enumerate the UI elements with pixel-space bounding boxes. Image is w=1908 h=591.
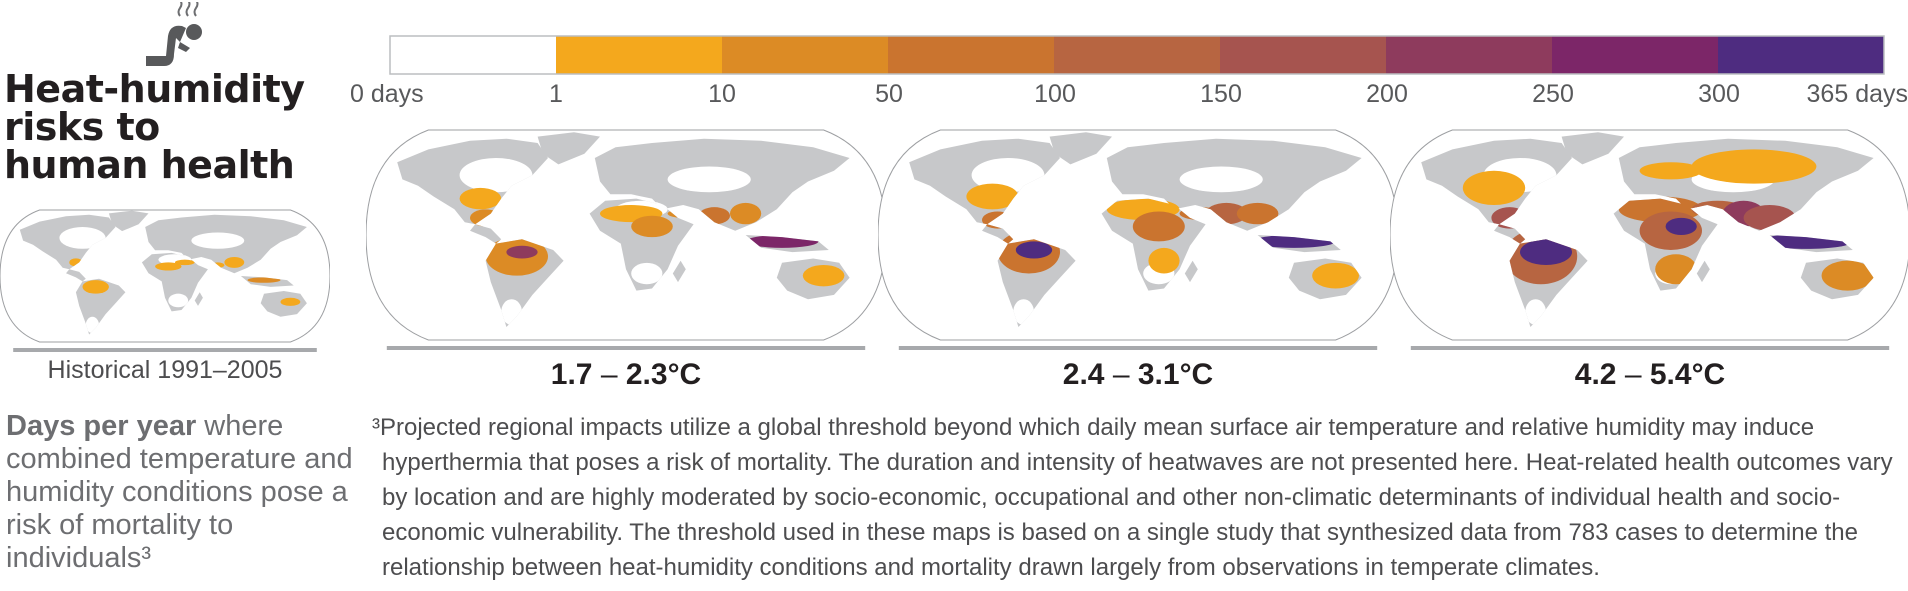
land-madagascar	[672, 260, 686, 283]
risk-area	[1132, 211, 1185, 242]
risk-area	[1148, 247, 1180, 274]
legend-colorbar	[389, 35, 1885, 75]
legend-tick-label: 300	[1698, 80, 1740, 108]
legend-swatch-1	[556, 36, 722, 74]
risk-area	[82, 280, 109, 294]
map-baseline	[13, 348, 317, 352]
risk-area	[1665, 217, 1697, 235]
legend-swatch-8	[1718, 36, 1884, 74]
warming-3-dash: –	[1624, 358, 1642, 391]
risk-area	[631, 215, 673, 238]
map-warming-2	[878, 129, 1398, 350]
risk-area	[966, 183, 1019, 210]
land-centralAmerica	[470, 224, 502, 244]
risk-area	[174, 259, 195, 266]
legend-tick-label: 365 days	[1806, 80, 1908, 108]
map-baseline	[898, 346, 1378, 350]
map-warming-2-label: 2.4 – 3.1°C	[903, 358, 1373, 392]
warming-3-low: 4.2	[1574, 358, 1617, 391]
risk-area	[506, 245, 538, 259]
map-baseline	[1410, 346, 1890, 350]
legend-swatch-7	[1552, 36, 1718, 74]
land-madagascar	[1696, 260, 1710, 283]
title-line-2: risks to	[4, 105, 160, 149]
risk-area	[280, 297, 301, 306]
figure-title: Heat-humidity risks to human health	[4, 70, 324, 184]
land-madagascar	[1184, 260, 1198, 283]
legend-swatch-6	[1386, 36, 1552, 74]
map-warming-3-label: 4.2 – 5.4°C	[1415, 358, 1885, 392]
risk-area	[1639, 162, 1702, 180]
legend-tick-label: 200	[1366, 80, 1408, 108]
legend-tick-label: 50	[875, 80, 903, 108]
map-warming-1-label: 1.7 – 2.3°C	[391, 358, 861, 392]
land-greenland	[1561, 132, 1624, 165]
risk-area	[730, 202, 762, 225]
map-warming-3	[1390, 129, 1908, 350]
warming-1-low: 1.7	[550, 358, 593, 391]
warming-1-high: 2.3°C	[625, 358, 702, 391]
legend-swatch-3	[888, 36, 1054, 74]
risk-area	[224, 256, 245, 268]
footnote: ³Projected regional impacts utilize a gl…	[372, 414, 1893, 581]
legend-swatch-4	[1054, 36, 1220, 74]
risk-area	[155, 262, 182, 271]
legend-swatch-2	[722, 36, 888, 74]
risk-area	[1691, 149, 1817, 184]
risk-area	[1520, 239, 1572, 265]
warming-3-high: 5.4°C	[1649, 358, 1726, 391]
risk-area	[1015, 241, 1053, 259]
risk-overlay	[1462, 149, 1874, 325]
warming-1-dash: –	[600, 358, 618, 391]
land-greenland	[1049, 132, 1112, 165]
risk-area	[1312, 262, 1359, 289]
legend-tick-label: 250	[1532, 80, 1574, 108]
map-warming-1	[366, 129, 886, 350]
map-historical-label: Historical 1991–2005	[47, 356, 283, 384]
heat-person-icon	[146, 2, 202, 66]
land-greenland	[108, 210, 149, 232]
land-greenland	[537, 132, 600, 165]
risk-overlay	[59, 227, 301, 334]
legend-description: Days per year where combined temperature…	[6, 410, 376, 575]
legend-tick-label: 150	[1200, 80, 1242, 108]
map-baseline	[386, 346, 866, 350]
warming-2-low: 2.4	[1062, 358, 1105, 391]
risk-area	[1236, 202, 1279, 225]
risk-area	[459, 187, 502, 210]
risk-area	[1821, 260, 1874, 291]
risk-area	[802, 264, 845, 287]
description-rest: where combined temperature and humidity …	[6, 410, 353, 574]
risk-area	[1462, 170, 1526, 206]
land-madagascar	[194, 292, 203, 306]
title-line-3: human health	[4, 143, 295, 187]
legend-swatch-0	[390, 36, 556, 74]
warming-2-dash: –	[1112, 358, 1130, 391]
legend-tick-label: 100	[1034, 80, 1076, 108]
description-bold: Days per year	[6, 410, 197, 442]
title-line-1: Heat-humidity	[4, 67, 305, 111]
legend-tick-label: 1	[549, 80, 563, 108]
warming-2-high: 3.1°C	[1137, 358, 1214, 391]
land-centralAmerica	[66, 269, 86, 282]
map-historical	[0, 209, 330, 352]
legend-tick-label: 0 days	[350, 80, 424, 108]
legend-swatch-5	[1220, 36, 1386, 74]
risk-area	[247, 277, 281, 283]
legend-tick-label: 10	[708, 80, 736, 108]
